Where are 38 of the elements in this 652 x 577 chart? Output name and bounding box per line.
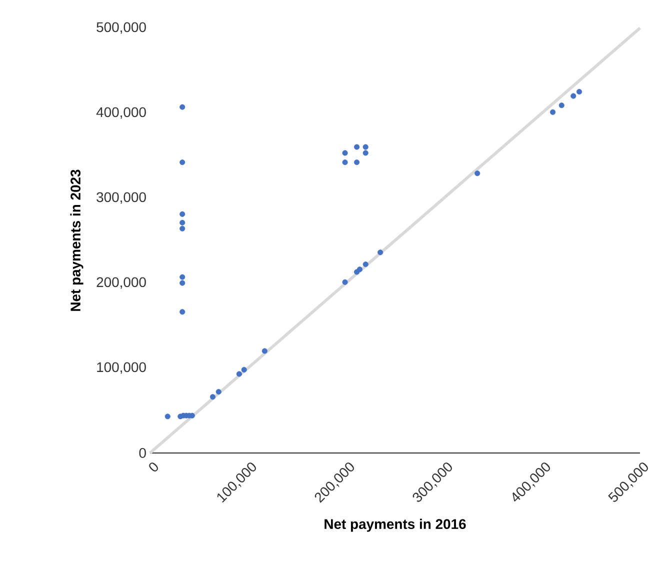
point	[241, 366, 247, 372]
point	[356, 266, 363, 272]
point	[362, 262, 368, 268]
point	[474, 170, 480, 176]
point	[180, 309, 186, 315]
y-axis-title: Net payments in 2023	[70, 170, 84, 311]
point	[180, 280, 186, 286]
x-tick-label: 0	[149, 462, 158, 472]
point	[262, 348, 268, 354]
point	[180, 274, 186, 280]
point	[210, 394, 216, 400]
point	[354, 160, 360, 166]
point	[378, 250, 384, 256]
point	[236, 371, 242, 377]
point	[180, 160, 186, 166]
y-tick-label: 200,000	[96, 277, 146, 289]
point	[576, 88, 582, 95]
point	[570, 93, 576, 99]
point	[342, 279, 348, 285]
point	[180, 220, 186, 226]
y-tick-label: 100,000	[97, 362, 146, 374]
x-axis-title: Net payments in 2016	[324, 518, 466, 532]
y-tick-label: 400,000	[96, 107, 146, 119]
point	[362, 144, 368, 150]
point	[342, 160, 348, 166]
point	[550, 109, 556, 115]
y-tick-label: 500,000	[96, 22, 146, 34]
point	[216, 389, 222, 395]
point	[362, 150, 368, 156]
point	[180, 211, 186, 217]
point	[164, 414, 170, 420]
point	[180, 226, 186, 232]
point	[180, 104, 186, 110]
y-tick-label: 0	[139, 448, 146, 458]
point	[558, 102, 564, 108]
point	[342, 150, 348, 156]
point	[354, 144, 360, 150]
y-tick-label: 300,000	[96, 192, 146, 204]
